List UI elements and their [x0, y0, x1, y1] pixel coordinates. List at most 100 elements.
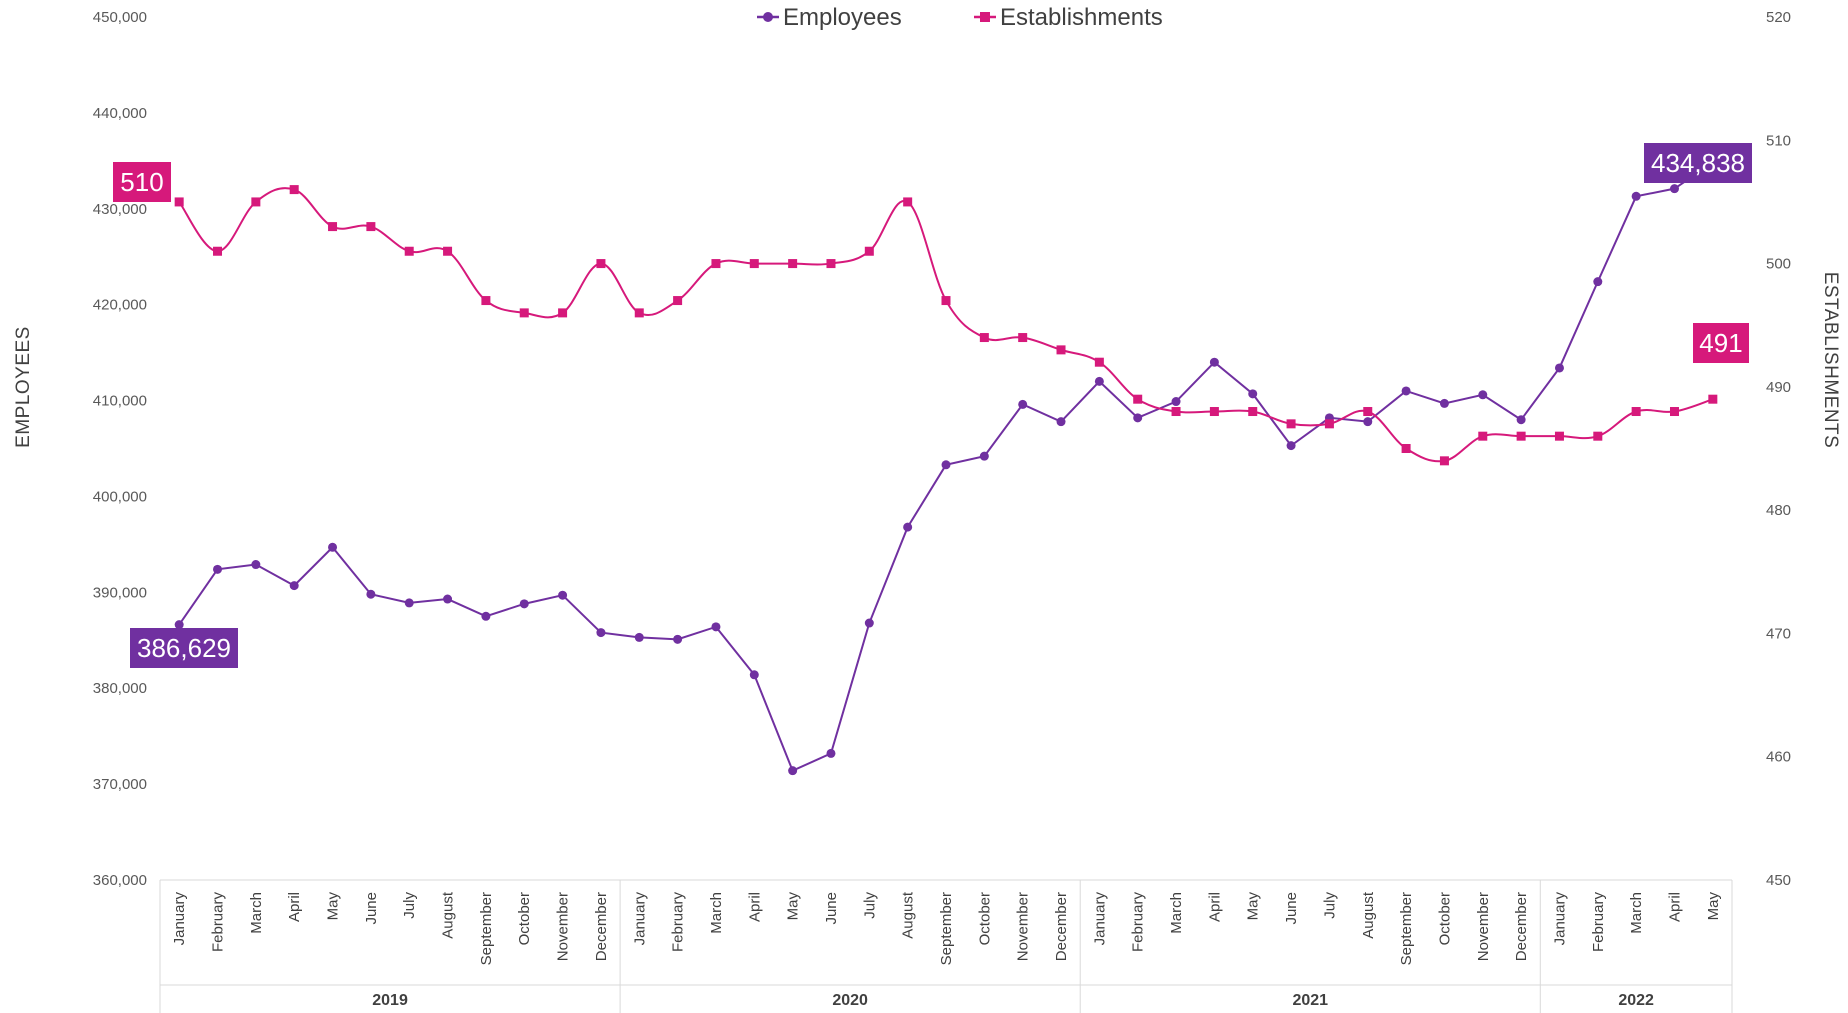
data-point-establishments[interactable]	[213, 246, 223, 256]
data-point-employees[interactable]	[558, 590, 568, 600]
data-point-employees[interactable]	[1478, 390, 1488, 400]
data-point-employees[interactable]	[673, 634, 683, 644]
data-label-establishments-first-box	[113, 162, 171, 202]
data-point-establishments[interactable]	[1516, 431, 1526, 441]
x-tick-label-year: 2022	[1618, 992, 1654, 1009]
x-tick-label-month: April	[1206, 892, 1223, 922]
data-point-employees[interactable]	[634, 632, 644, 642]
data-point-establishments[interactable]	[289, 185, 299, 195]
data-point-establishments[interactable]	[1324, 419, 1334, 429]
y-axis-right-title: ESTABLISHMENTS	[1820, 272, 1841, 449]
data-point-establishments[interactable]	[1094, 357, 1104, 367]
data-point-establishments[interactable]	[1018, 333, 1028, 343]
data-point-employees[interactable]	[1554, 363, 1564, 373]
data-point-employees[interactable]	[1439, 398, 1449, 408]
data-point-employees[interactable]	[443, 594, 453, 604]
data-point-establishments[interactable]	[481, 296, 491, 306]
data-point-establishments[interactable]	[1593, 431, 1603, 441]
data-point-employees[interactable]	[1018, 399, 1028, 409]
data-point-employees[interactable]	[903, 522, 913, 532]
data-point-establishments[interactable]	[443, 246, 453, 256]
data-point-establishments[interactable]	[519, 308, 529, 318]
data-point-employees[interactable]	[941, 460, 951, 470]
data-point-employees[interactable]	[1171, 397, 1181, 407]
data-point-establishments[interactable]	[1631, 407, 1641, 417]
data-point-establishments[interactable]	[1056, 345, 1066, 355]
data-point-establishments[interactable]	[1248, 407, 1258, 417]
data-point-establishments[interactable]	[596, 259, 606, 269]
data-point-establishments[interactable]	[903, 197, 913, 207]
data-point-employees[interactable]	[1401, 386, 1411, 396]
data-point-employees[interactable]	[1248, 389, 1258, 399]
legend-item-employees[interactable]: Employees	[757, 4, 902, 31]
data-point-employees[interactable]	[481, 611, 491, 621]
data-point-establishments[interactable]	[558, 308, 568, 318]
data-point-establishments[interactable]	[711, 259, 721, 269]
data-point-establishments[interactable]	[673, 296, 683, 306]
data-point-employees[interactable]	[749, 670, 759, 680]
legend-label-employees: Employees	[783, 4, 902, 31]
data-point-employees[interactable]	[596, 628, 606, 638]
data-point-employees[interactable]	[404, 598, 414, 608]
data-point-employees[interactable]	[826, 748, 836, 758]
y-left-tick-label: 390,000	[93, 584, 147, 601]
data-point-employees[interactable]	[1669, 184, 1679, 194]
data-point-employees[interactable]	[174, 620, 184, 630]
data-point-employees[interactable]	[1133, 413, 1143, 423]
x-tick-label-year: 2020	[832, 992, 868, 1009]
y-left-tick-label: 400,000	[93, 488, 147, 505]
data-point-establishments[interactable]	[979, 333, 989, 343]
data-point-establishments[interactable]	[1363, 407, 1373, 417]
data-label-establishments-last: 491	[1693, 323, 1749, 363]
data-point-establishments[interactable]	[1669, 407, 1679, 417]
data-point-employees[interactable]	[1363, 417, 1373, 427]
data-point-establishments[interactable]	[1708, 394, 1718, 404]
data-point-establishments[interactable]	[251, 197, 261, 207]
data-point-establishments[interactable]	[1286, 419, 1296, 429]
data-point-employees[interactable]	[1286, 441, 1296, 451]
data-point-establishments[interactable]	[1401, 444, 1411, 453]
data-point-establishments[interactable]	[749, 259, 759, 269]
data-point-employees[interactable]	[711, 622, 721, 632]
x-tick-label-month: March	[248, 892, 265, 934]
data-point-establishments[interactable]	[864, 246, 874, 256]
data-point-employees[interactable]	[366, 589, 376, 599]
data-point-employees[interactable]	[864, 618, 874, 628]
data-point-employees[interactable]	[289, 581, 299, 591]
data-point-establishments[interactable]	[788, 259, 798, 269]
data-point-establishments[interactable]	[174, 197, 184, 207]
x-tick-label-month: January	[1091, 892, 1108, 946]
axis-layer: 360,000 370,000 380,000 390,000 400,000 410,0…	[93, 9, 1791, 1009]
data-point-establishments[interactable]	[1478, 431, 1488, 441]
x-tick-label-month: November	[1015, 892, 1032, 961]
data-point-employees[interactable]	[1094, 376, 1104, 386]
data-point-establishments[interactable]	[1439, 456, 1449, 466]
data-point-employees[interactable]	[1631, 191, 1641, 201]
data-point-establishments[interactable]	[366, 222, 376, 232]
data-point-employees[interactable]	[979, 451, 989, 461]
data-point-establishments[interactable]	[1171, 407, 1181, 417]
data-point-employees[interactable]	[1056, 417, 1066, 427]
data-label-employees-first: 386,629	[130, 628, 238, 668]
x-tick-label-month: March	[1168, 892, 1185, 934]
data-point-employees[interactable]	[1209, 357, 1219, 367]
data-point-employees[interactable]	[1593, 277, 1603, 287]
data-point-establishments[interactable]	[826, 259, 836, 269]
data-point-establishments[interactable]	[1554, 431, 1564, 441]
data-point-employees[interactable]	[519, 599, 529, 609]
x-tick-label-month: May	[325, 892, 342, 921]
data-point-employees[interactable]	[1516, 415, 1526, 425]
data-point-establishments[interactable]	[1209, 407, 1219, 417]
data-label-establishments-last-text: 491	[1699, 328, 1742, 358]
data-point-employees[interactable]	[328, 542, 338, 552]
data-point-employees[interactable]	[213, 564, 223, 574]
data-point-establishments[interactable]	[328, 222, 338, 232]
data-point-employees[interactable]	[251, 560, 261, 570]
y-left-tick-label: 430,000	[93, 201, 147, 218]
legend-item-establishments[interactable]: Establishments	[974, 4, 1163, 31]
data-point-establishments[interactable]	[634, 308, 644, 318]
data-point-establishments[interactable]	[404, 246, 414, 256]
data-point-employees[interactable]	[788, 766, 798, 776]
data-point-establishments[interactable]	[941, 296, 951, 306]
data-point-establishments[interactable]	[1133, 394, 1143, 404]
